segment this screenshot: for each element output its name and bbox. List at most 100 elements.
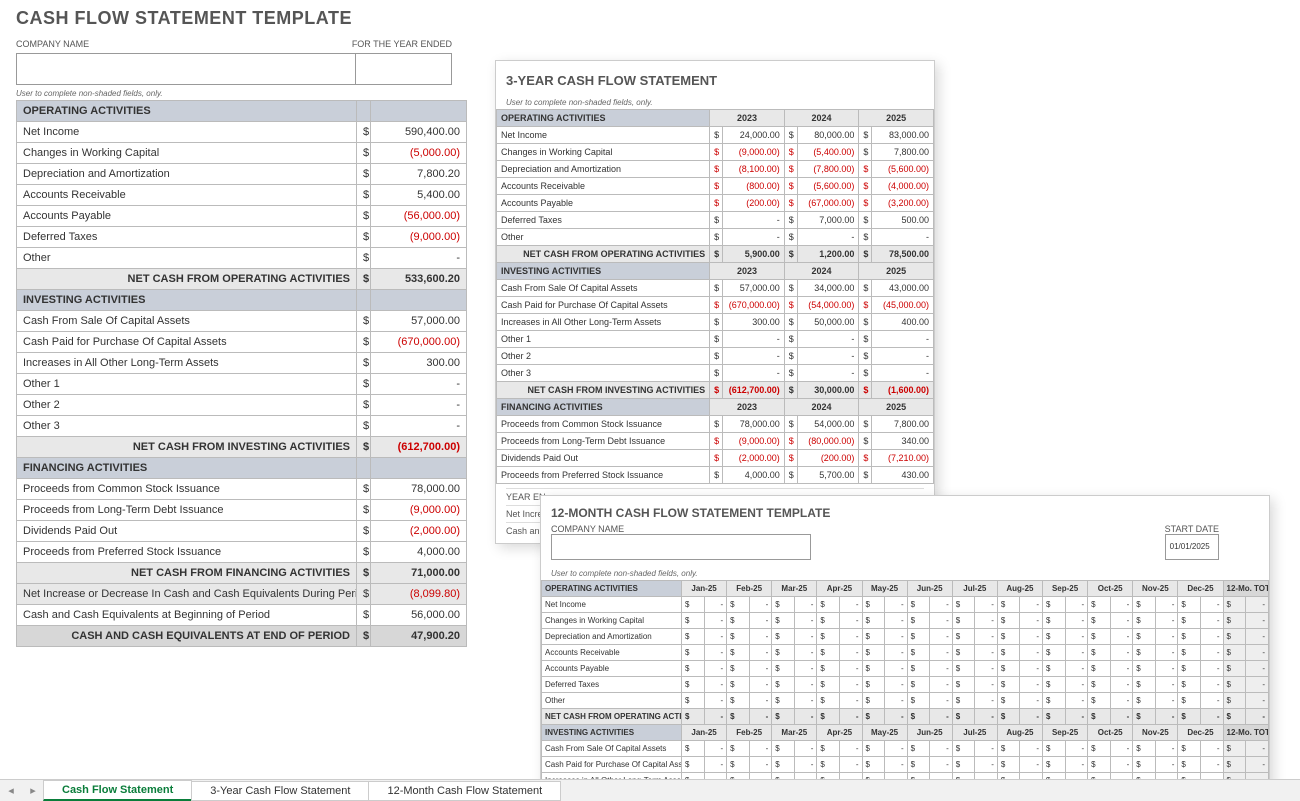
table-row: Changes in Working Capital$(9,000.00)$(5… xyxy=(497,144,934,161)
month-header: Nov-25 xyxy=(1133,725,1178,741)
table-row: Increases in All Other Long-Term Assets$… xyxy=(17,353,467,374)
table-row: Accounts Receivable$5,400.00 xyxy=(17,185,467,206)
subtotal-row: NET CASH FROM OPERATING ACTIVITIES$5,900… xyxy=(497,246,934,263)
table-row: Other 1$- xyxy=(17,374,467,395)
section-header: FINANCING ACTIVITIES xyxy=(17,458,357,479)
month-header: Aug-25 xyxy=(997,725,1042,741)
company-input-12m[interactable] xyxy=(551,534,811,560)
month-header: 12-Mo. TOTAL xyxy=(1223,581,1269,597)
year-header: 2024 xyxy=(784,399,859,416)
month-header: Jun-25 xyxy=(907,725,952,741)
year-header: 2025 xyxy=(859,110,934,127)
table-row: Cash Paid for Purchase Of Capital Assets… xyxy=(17,332,467,353)
table-3year: OPERATING ACTIVITIES202320242025Net Inco… xyxy=(496,109,934,484)
table-row: Dividends Paid Out$(2,000.00)$(200.00)$(… xyxy=(497,450,934,467)
panel-3year: 3-YEAR CASH FLOW STATEMENT User to compl… xyxy=(495,60,935,544)
month-header: Oct-25 xyxy=(1088,581,1133,597)
table-row: Net Income$-$-$-$-$-$-$-$-$-$-$-$-$- xyxy=(542,597,1269,613)
tab-12month[interactable]: 12-Month Cash Flow Statement xyxy=(368,781,561,801)
month-header: May-25 xyxy=(862,725,907,741)
panel-cash-flow: CASH FLOW STATEMENT TEMPLATE COMPANY NAM… xyxy=(16,8,466,647)
table-row: Deferred Taxes$-$7,000.00$500.00 xyxy=(497,212,934,229)
year-header: 2023 xyxy=(710,263,785,280)
table-row: Deferred Taxes$(9,000.00) xyxy=(17,227,467,248)
month-header: Feb-25 xyxy=(727,725,772,741)
month-header: Jul-25 xyxy=(952,581,997,597)
note-12m: User to complete non-shaded fields, only… xyxy=(541,569,1269,578)
month-header: 12-Mo. TOTAL xyxy=(1223,725,1269,741)
table-row: Cash Paid for Purchase Of Capital Assets… xyxy=(497,297,934,314)
section-header: INVESTING ACTIVITIES xyxy=(497,263,710,280)
table-row: Changes in Working Capital$(5,000.00) xyxy=(17,143,467,164)
table-row: Cash From Sale Of Capital Assets$57,000.… xyxy=(497,280,934,297)
table-row: Other$- xyxy=(17,248,467,269)
table-row: Accounts Receivable$-$-$-$-$-$-$-$-$-$-$… xyxy=(542,645,1269,661)
subtotal-row: NET CASH FROM OPERATING ACTIVITIES$-$-$-… xyxy=(542,709,1269,725)
section-header: OPERATING ACTIVITIES xyxy=(17,101,357,122)
startdate-label: START DATE xyxy=(1165,524,1219,534)
table-row: Proceeds from Long-Term Debt Issuance$(9… xyxy=(497,433,934,450)
table-row: Net Income$24,000.00$80,000.00$83,000.00 xyxy=(497,127,934,144)
section-header: FINANCING ACTIVITIES xyxy=(497,399,710,416)
table-row: Depreciation and Amortization$7,800.20 xyxy=(17,164,467,185)
month-header: Feb-25 xyxy=(727,581,772,597)
table-row: Depreciation and Amortization$(8,100.00)… xyxy=(497,161,934,178)
tab-cashflow[interactable]: Cash Flow Statement xyxy=(43,780,192,801)
table-row: Other$-$-$- xyxy=(497,229,934,246)
year-header: 2024 xyxy=(784,263,859,280)
title-12month: 12-MONTH CASH FLOW STATEMENT TEMPLATE xyxy=(541,496,1269,524)
section-header: INVESTING ACTIVITIES xyxy=(542,725,682,741)
year-input[interactable] xyxy=(356,53,452,85)
table-row: Accounts Payable$-$-$-$-$-$-$-$-$-$-$-$-… xyxy=(542,661,1269,677)
month-header: Jun-25 xyxy=(907,581,952,597)
month-header: Sep-25 xyxy=(1043,581,1088,597)
tab-next-icon[interactable]: ▸ xyxy=(22,784,44,797)
table-row: Other 2$-$-$- xyxy=(497,348,934,365)
table-row: Proceeds from Common Stock Issuance$78,0… xyxy=(497,416,934,433)
tab-3year[interactable]: 3-Year Cash Flow Statement xyxy=(191,781,369,801)
startdate-input[interactable]: 01/01/2025 xyxy=(1165,534,1219,560)
year-header: 2023 xyxy=(710,399,785,416)
table-row: Proceeds from Preferred Stock Issuance$4… xyxy=(497,467,934,484)
month-header: Mar-25 xyxy=(772,725,817,741)
footer-row: Cash and Cash Equivalents at Beginning o… xyxy=(17,605,467,626)
company-input[interactable] xyxy=(16,53,356,85)
note-3year: User to complete non-shaded fields, only… xyxy=(496,98,934,107)
table-row: Proceeds from Preferred Stock Issuance$4… xyxy=(17,542,467,563)
table-row: Other 1$-$-$- xyxy=(497,331,934,348)
section-header: OPERATING ACTIVITIES xyxy=(542,581,682,597)
month-header: Oct-25 xyxy=(1088,725,1133,741)
month-header: Apr-25 xyxy=(817,725,862,741)
section-header: INVESTING ACTIVITIES xyxy=(17,290,357,311)
month-header: May-25 xyxy=(862,581,907,597)
table-row: Accounts Payable$(56,000.00) xyxy=(17,206,467,227)
month-header: Dec-25 xyxy=(1178,725,1223,741)
table-row: Accounts Payable$(200.00)$(67,000.00)$(3… xyxy=(497,195,934,212)
table-row: Cash From Sale Of Capital Assets$-$-$-$-… xyxy=(542,741,1269,757)
section-header: OPERATING ACTIVITIES xyxy=(497,110,710,127)
year-header: 2025 xyxy=(859,399,934,416)
tab-prev-icon[interactable]: ◂ xyxy=(0,784,22,797)
cashflow-table: OPERATING ACTIVITIESNet Income$590,400.0… xyxy=(16,100,467,647)
table-row: Other 3$-$-$- xyxy=(497,365,934,382)
table-12month: OPERATING ACTIVITIESJan-25Feb-25Mar-25Ap… xyxy=(541,580,1269,789)
footer-row: Net Increase or Decrease In Cash and Cas… xyxy=(17,584,467,605)
table-row: Depreciation and Amortization$-$-$-$-$-$… xyxy=(542,629,1269,645)
table-row: Other$-$-$-$-$-$-$-$-$-$-$-$-$- xyxy=(542,693,1269,709)
month-header: Jul-25 xyxy=(952,725,997,741)
sheet-tabs: ◂ ▸ Cash Flow Statement 3-Year Cash Flow… xyxy=(0,779,1300,801)
year-header: 2025 xyxy=(859,263,934,280)
month-header: Jan-25 xyxy=(682,581,727,597)
title-3year: 3-YEAR CASH FLOW STATEMENT xyxy=(496,61,934,94)
table-row: Dividends Paid Out$(2,000.00) xyxy=(17,521,467,542)
month-header: Apr-25 xyxy=(817,581,862,597)
subtotal-row: NET CASH FROM OPERATING ACTIVITIES$533,6… xyxy=(17,269,467,290)
month-header: Sep-25 xyxy=(1043,725,1088,741)
table-row: Other 2$- xyxy=(17,395,467,416)
subtotal-row: NET CASH FROM FINANCING ACTIVITIES$71,00… xyxy=(17,563,467,584)
table-row: Increases in All Other Long-Term Assets$… xyxy=(497,314,934,331)
month-header: Aug-25 xyxy=(997,581,1042,597)
table-row: Proceeds from Long-Term Debt Issuance$(9… xyxy=(17,500,467,521)
month-header: Nov-25 xyxy=(1133,581,1178,597)
month-header: Jan-25 xyxy=(682,725,727,741)
